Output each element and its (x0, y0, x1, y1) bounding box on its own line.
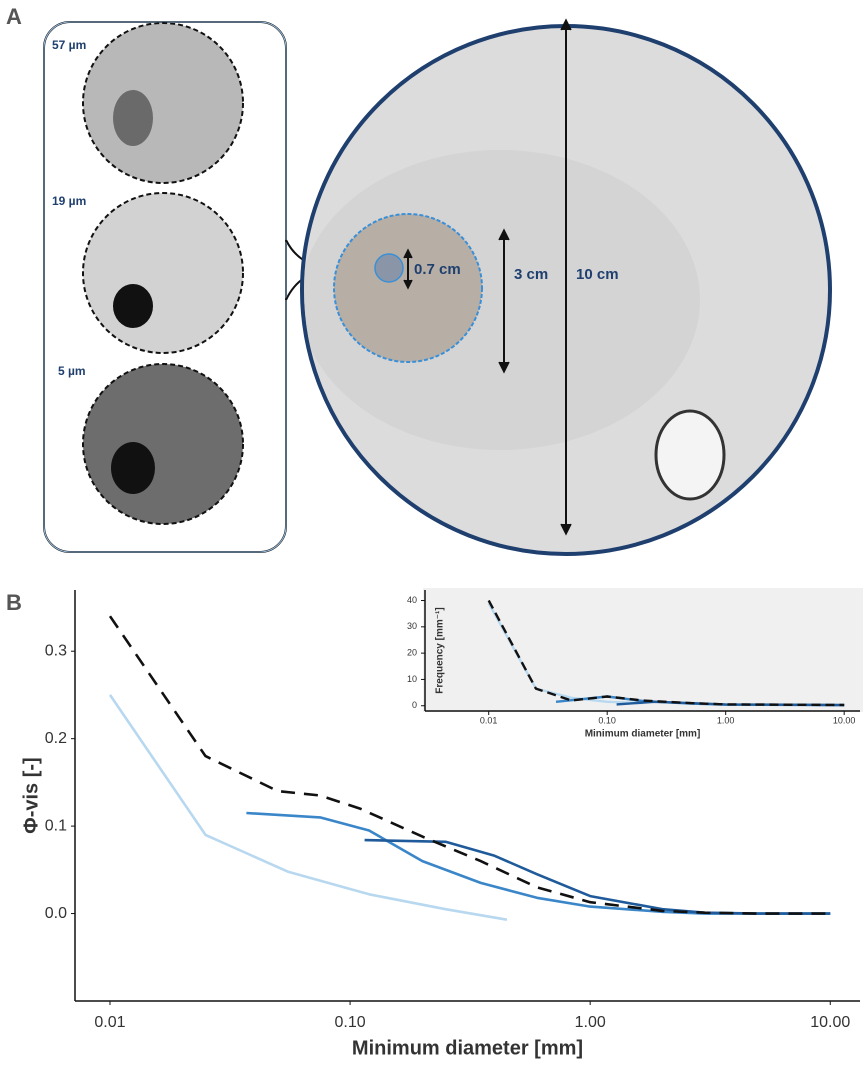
x-tick-label: 0.01 (94, 1014, 125, 1031)
y-tick-label: 0.1 (45, 817, 67, 834)
y-tick-label: 20 (407, 648, 417, 658)
x-tick-label: 1.00 (575, 1014, 606, 1031)
panel-label: B (6, 590, 22, 615)
x-tick-label: 0.10 (598, 715, 616, 725)
figure: A 57 µm 19 µm 5 µm 0.7 cm 3 cm 10 cm B 0… (0, 0, 867, 1085)
x-tick-label: 1.00 (717, 715, 735, 725)
pebble (656, 411, 724, 499)
y-tick-label: 0.0 (45, 905, 67, 922)
x-tick-label: 10.00 (810, 1014, 850, 1031)
y-axis-title: Frequency [mm⁻¹] (435, 607, 446, 693)
pore (113, 284, 153, 328)
subsample-inner (375, 254, 403, 282)
x-axis-title: Minimum diameter [mm] (585, 729, 701, 740)
series-line (365, 840, 831, 914)
pore (113, 90, 153, 146)
scale-label: 0.7 cm (414, 261, 461, 278)
x-tick-label: 0.10 (335, 1014, 366, 1031)
resolution-label: 57 µm (52, 38, 86, 52)
x-axis-title: Minimum diameter [mm] (352, 1037, 583, 1059)
y-tick-label: 30 (407, 621, 417, 631)
scale-label: 3 cm (514, 266, 548, 283)
pore (111, 442, 155, 494)
y-tick-label: 10 (407, 674, 417, 684)
series-line (246, 813, 830, 914)
panel-label: A (6, 4, 22, 29)
y-tick-label: 0 (412, 700, 417, 710)
y-tick-label: 0.2 (45, 730, 67, 747)
y-axis-title: Φ-vis [-] (20, 757, 42, 833)
inset-background (423, 588, 863, 712)
resolution-label: 19 µm (52, 194, 86, 208)
y-tick-label: 40 (407, 595, 417, 605)
scale-label: 10 cm (576, 266, 619, 283)
scan-5 (83, 364, 243, 524)
x-tick-label: 0.01 (480, 715, 498, 725)
scan-19 (83, 193, 243, 353)
x-tick-label: 10.00 (833, 715, 856, 725)
y-tick-label: 0.3 (45, 642, 67, 659)
resolution-label: 5 µm (58, 364, 86, 378)
series-line (110, 695, 507, 920)
scan-57 (83, 23, 243, 183)
